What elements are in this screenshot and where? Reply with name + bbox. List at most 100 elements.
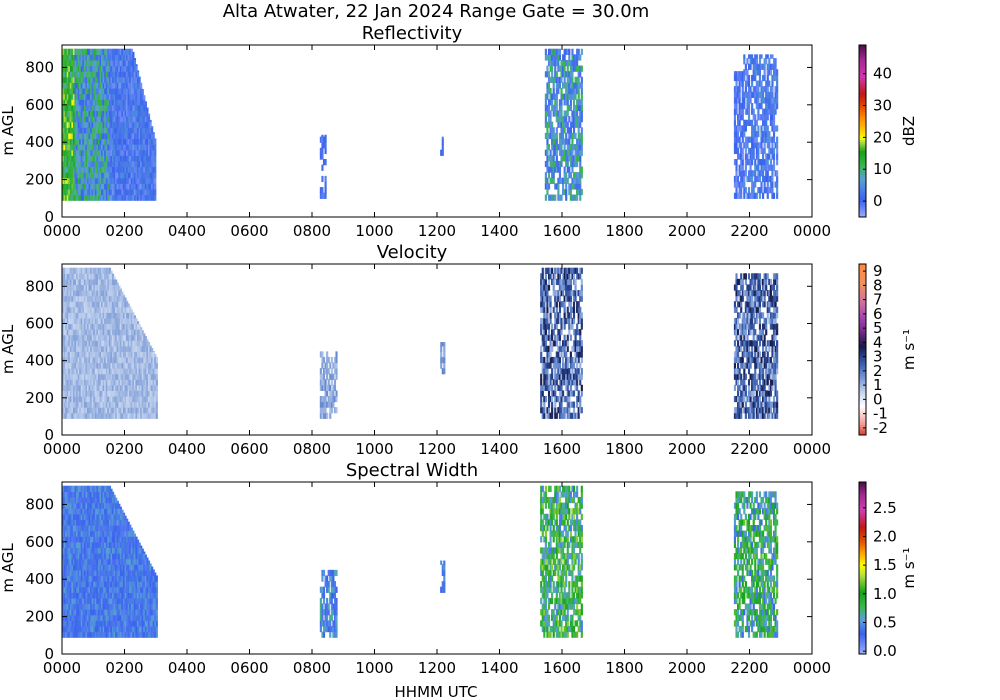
heatmap-cell xyxy=(137,321,140,325)
heatmap-cell xyxy=(546,267,549,274)
heatmap-cell xyxy=(77,88,80,95)
heatmap-cell xyxy=(130,177,133,184)
heatmap-cell xyxy=(547,334,551,341)
heatmap-cell xyxy=(96,48,99,55)
heatmap-cell xyxy=(754,58,757,65)
heatmap-cell xyxy=(130,48,133,55)
heatmap-cell xyxy=(71,362,74,369)
heatmap-cell xyxy=(74,401,77,408)
heatmap-cell xyxy=(554,390,557,397)
heatmap-cell xyxy=(90,390,93,397)
heatmap-cell xyxy=(766,164,769,171)
heatmap-cell xyxy=(112,54,115,61)
heatmap-cell xyxy=(97,138,101,145)
heatmap-cell xyxy=(63,356,66,364)
heatmap-cell xyxy=(72,368,76,375)
heatmap-cell xyxy=(333,362,337,369)
heatmap-cell xyxy=(735,136,738,143)
colorbar-segment xyxy=(859,109,866,113)
heatmap-cell xyxy=(119,82,122,89)
heatmap-cell xyxy=(112,345,115,352)
heatmap-cell xyxy=(546,132,549,140)
heatmap-cell xyxy=(116,172,119,179)
heatmap-cell xyxy=(110,278,113,286)
heatmap-cell xyxy=(72,412,76,419)
heatmap-cell xyxy=(74,407,77,414)
heatmap-cell xyxy=(563,412,566,419)
heatmap-cell xyxy=(85,290,88,297)
heatmap-cell xyxy=(74,306,77,313)
heatmap-cell xyxy=(115,177,118,184)
heatmap-cell xyxy=(765,91,768,98)
heatmap-cell xyxy=(119,368,122,375)
heatmap-cell xyxy=(569,188,572,196)
heatmap-cell xyxy=(558,384,562,391)
heatmap-cell xyxy=(747,340,751,347)
heatmap-cell xyxy=(572,155,576,162)
heatmap-cell xyxy=(69,71,72,78)
heatmap-cell xyxy=(744,86,747,93)
heatmap-cell xyxy=(83,99,87,106)
heatmap-cell xyxy=(87,93,90,100)
heatmap-cell xyxy=(754,69,757,76)
heatmap-cell xyxy=(62,373,65,380)
heatmap-cell xyxy=(77,384,80,391)
heatmap-cell xyxy=(85,177,88,184)
heatmap-cell xyxy=(113,356,116,364)
heatmap-cell xyxy=(565,155,568,162)
heatmap-cell xyxy=(147,412,151,419)
heatmap-cell xyxy=(115,132,118,140)
heatmap-cell xyxy=(766,86,769,93)
heatmap-cell xyxy=(82,110,85,117)
heatmap-cell xyxy=(747,54,751,59)
heatmap-cell xyxy=(324,175,327,183)
heatmap-cell xyxy=(544,373,547,380)
heatmap-cell xyxy=(93,110,96,117)
heatmap-cell xyxy=(760,54,763,59)
heatmap-cell xyxy=(544,54,547,61)
heatmap-cell xyxy=(755,136,758,143)
heatmap-cell xyxy=(330,401,333,408)
heatmap-cell xyxy=(557,144,560,151)
heatmap-cell xyxy=(768,91,771,98)
heatmap-cell xyxy=(565,59,568,67)
heatmap-cell xyxy=(82,351,85,358)
heatmap-cell xyxy=(72,334,76,341)
heatmap-cell xyxy=(76,48,79,55)
heatmap-cell xyxy=(755,395,758,403)
heatmap-cell xyxy=(554,183,557,190)
heatmap-cell xyxy=(579,295,582,302)
colorbar-segment xyxy=(859,96,866,100)
heatmap-cell xyxy=(66,390,69,397)
heatmap-cell xyxy=(115,104,118,112)
heatmap-cell xyxy=(79,384,82,391)
heatmap-cell xyxy=(132,345,135,352)
heatmap-cell xyxy=(563,373,566,380)
heatmap-cell xyxy=(79,149,82,156)
heatmap-cell xyxy=(135,401,138,408)
heatmap-cell xyxy=(108,384,112,391)
heatmap-cells xyxy=(62,48,779,201)
heatmap-cell xyxy=(140,362,143,369)
heatmap-cell xyxy=(565,194,568,201)
heatmap-cell xyxy=(96,166,99,173)
heatmap-cell xyxy=(97,160,101,168)
heatmap-cell xyxy=(63,312,66,319)
heatmap-cell xyxy=(576,329,579,336)
heatmap-cell xyxy=(93,149,96,156)
heatmap-cell xyxy=(557,160,560,168)
heatmap-cell xyxy=(549,93,552,100)
heatmap-cell xyxy=(735,159,738,166)
heatmap-cell xyxy=(97,329,101,336)
heatmap-cell xyxy=(105,194,108,201)
heatmap-cell xyxy=(119,160,122,168)
heatmap-cell xyxy=(138,177,141,184)
heatmap-cell xyxy=(108,177,112,184)
heatmap-cell xyxy=(62,312,65,319)
heatmap-cell xyxy=(96,334,99,341)
heatmap-cell xyxy=(129,127,132,134)
heatmap-cell xyxy=(119,177,122,184)
heatmap-cell xyxy=(746,395,749,403)
heatmap-cell xyxy=(333,379,337,386)
heatmap-cell xyxy=(140,194,143,201)
